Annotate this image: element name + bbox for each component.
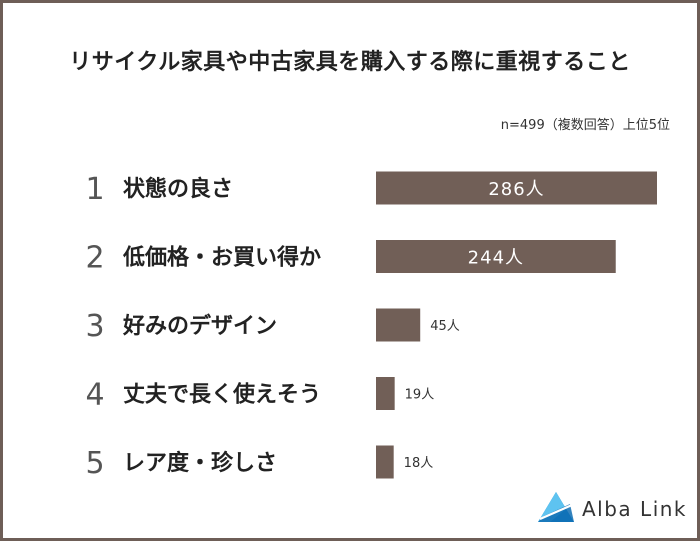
value-label: 45人 — [430, 319, 460, 334]
value-label: 244人 — [468, 248, 524, 269]
rank-number: 2 — [85, 241, 104, 276]
bar — [376, 308, 421, 342]
bar — [376, 240, 616, 273]
bar — [376, 171, 657, 205]
category-label: 状態の良さ — [123, 176, 233, 202]
bar — [376, 377, 395, 410]
sample-note: n=499（複数回答）上位5位 — [500, 118, 670, 133]
brand-name: Alba Link — [582, 497, 688, 521]
category-label: 好みのデザイン — [122, 313, 277, 339]
category-label: 低価格・お買い得か — [122, 245, 321, 271]
rank-number: 5 — [85, 446, 104, 481]
value-label: 18人 — [404, 456, 434, 471]
bar — [376, 445, 394, 479]
value-label: 19人 — [405, 388, 435, 403]
mountain-triangle-logo-icon — [538, 492, 574, 522]
chart-title: リサイクル家具や中古家具を購入する際に重視すること — [69, 50, 631, 75]
category-label: レア度・珍しさ — [123, 450, 277, 476]
brand-logo: Alba Link — [536, 490, 696, 526]
rank-number: 4 — [85, 378, 104, 413]
rank-number: 1 — [85, 172, 104, 207]
value-label: 286人 — [488, 179, 544, 200]
category-label: 丈夫で長く使えそう — [123, 383, 321, 408]
rank-number: 3 — [85, 309, 104, 344]
